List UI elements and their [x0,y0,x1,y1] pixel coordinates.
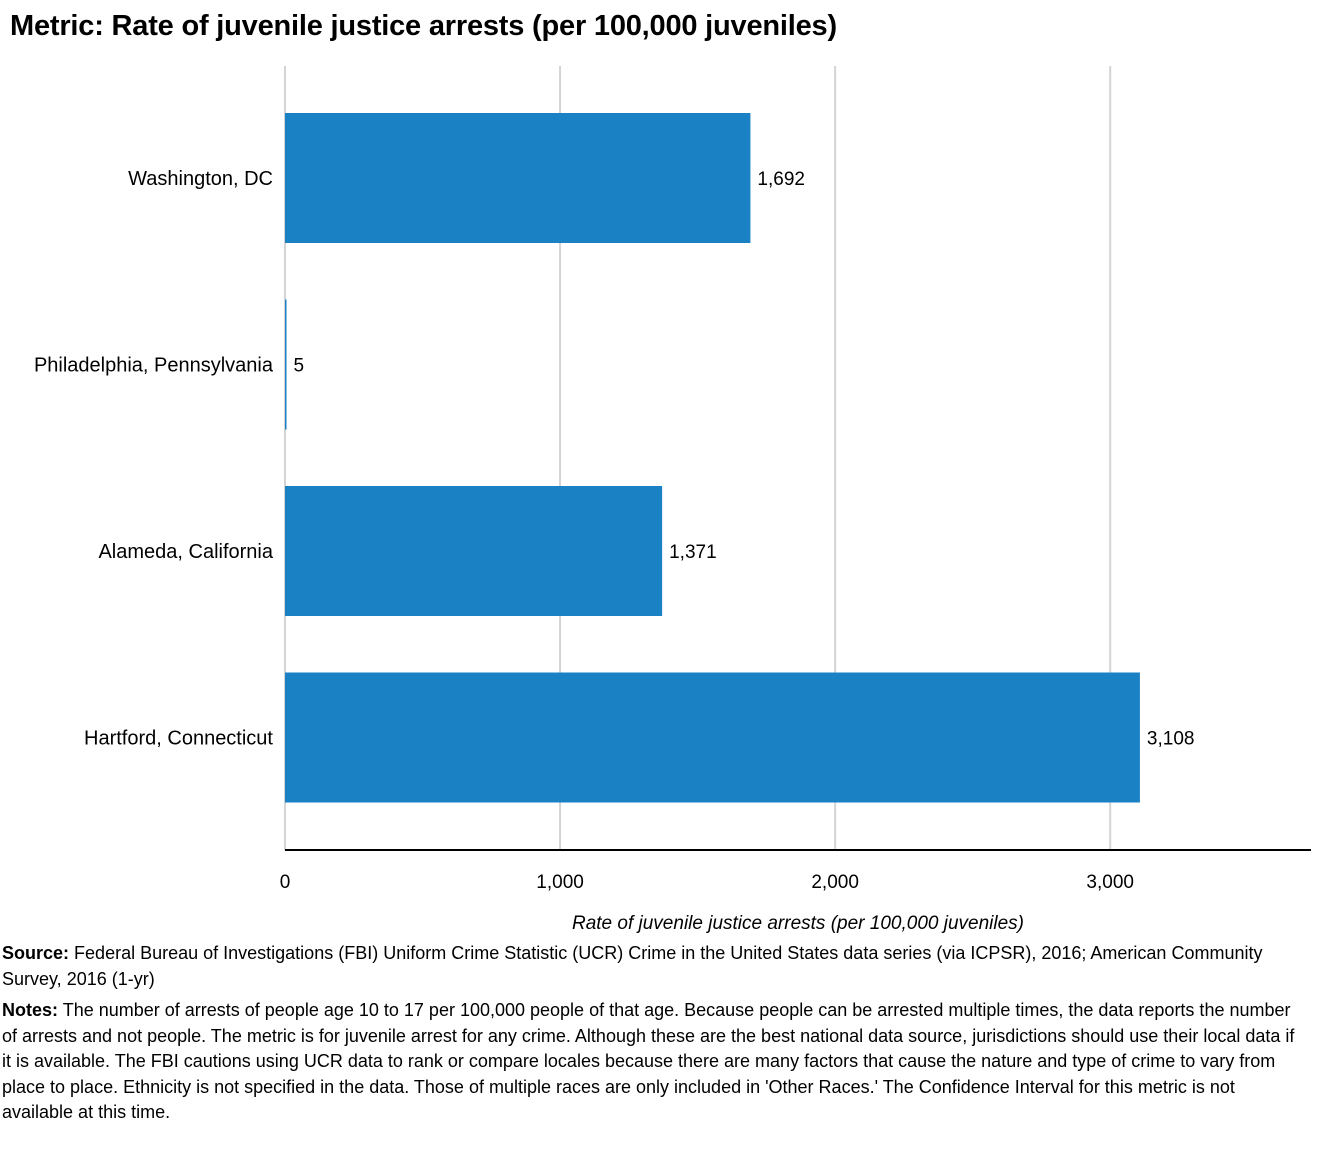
x-tick-label: 0 [280,872,291,893]
data-label: 3,108 [1147,729,1195,750]
chart-title: Metric: Rate of juvenile justice arrests… [10,10,837,42]
category-label: Alameda, California [98,541,273,563]
chart-footer: Source: Federal Bureau of Investigations… [2,941,1302,1132]
x-tick-label: 2,000 [811,872,859,893]
x-tick-label: 3,000 [1086,872,1134,893]
data-label: 1,371 [669,542,717,563]
bar-chart: 0 1,000 2,000 3,000 Washington, DC 1,692 Phila… [34,66,1311,934]
source-text: Federal Bureau of Investigations (FBI) U… [2,943,1263,989]
source-label: Source: [2,943,70,963]
bar [285,113,751,243]
category-label: Washington, DC [128,168,273,190]
data-label: 5 [294,356,305,377]
bar [285,486,663,616]
notes: Notes: The number of arrests of people a… [2,998,1302,1126]
notes-label: Notes: [2,1000,59,1020]
category-label: Hartford, Connecticut [84,728,273,750]
x-tick-label: 1,000 [536,872,584,893]
bar [285,299,287,430]
bar [285,672,1140,803]
labels: 0 1,000 2,000 3,000 Washington, DC 1,692 Phila… [34,168,1195,893]
notes-text: The number of arrests of people age 10 t… [2,1000,1295,1122]
bars [285,113,1140,803]
x-axis-title: Rate of juvenile justice arrests (per 10… [572,913,1024,934]
source-note: Source: Federal Bureau of Investigations… [2,941,1302,992]
category-label: Philadelphia, Pennsylvania [34,355,274,377]
data-label: 1,692 [757,169,805,190]
